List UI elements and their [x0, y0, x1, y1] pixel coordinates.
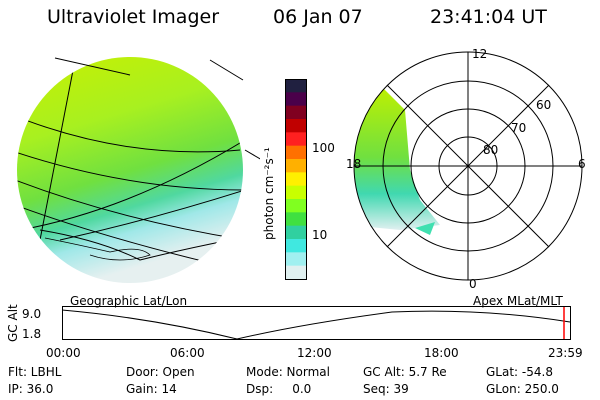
mode-info: Mode: Normal — [246, 365, 330, 379]
polar-aurora — [354, 85, 440, 230]
app-title: Ultraviolet Imager — [47, 6, 220, 28]
colorbar-stripe — [285, 105, 307, 120]
colorbar-tick-100: 100 — [312, 141, 335, 155]
colorbar-tick-10: 10 — [312, 228, 328, 242]
glon-info: GLon: 250.0 — [486, 382, 559, 396]
mlt-label-0: 0 — [469, 277, 477, 291]
door-info: Door: Open — [126, 365, 195, 379]
altitude-xtick-3: 18:00 — [424, 346, 459, 360]
mlt-label-12: 12 — [472, 47, 488, 61]
lat-label-70: 70 — [511, 121, 527, 135]
colorbar — [285, 79, 307, 280]
date-label: 06 Jan 07 — [273, 6, 363, 28]
polar-panel-label: Apex MLat/MLT — [473, 294, 563, 308]
colorbar-stripe — [285, 252, 307, 267]
colorbar-stripe — [285, 212, 307, 227]
colorbar-stripe — [285, 79, 307, 93]
colorbar-stripe — [285, 132, 307, 147]
colorbar-label: photon cm⁻²s⁻¹ — [262, 147, 276, 240]
mlt-label-6: 6 — [578, 157, 586, 171]
colorbar-stripe — [285, 225, 307, 240]
colorbar-stripe — [285, 185, 307, 200]
colorbar-stripe — [285, 145, 307, 160]
altitude-ylabel: GC Alt — [6, 304, 20, 342]
dsp-info: Dsp: 0.0 — [246, 382, 312, 396]
colorbar-stripe — [285, 119, 307, 133]
lat-label-60: 60 — [536, 98, 552, 112]
altitude-curve — [62, 309, 571, 340]
altitude-xtick-4: 23:59 — [548, 346, 583, 360]
filter-info: Flt: LBHL — [8, 365, 62, 379]
colorbar-stripe — [285, 239, 307, 253]
ip-info: IP: 36.0 — [8, 382, 54, 396]
altitude-xtick-1: 06:00 — [170, 346, 205, 360]
lon-line — [39, 59, 76, 241]
altitude-xtick-0: 00:00 — [46, 346, 81, 360]
colorbar-stripe — [285, 92, 307, 107]
gain-info: Gain: 14 — [126, 382, 177, 396]
lat-label-80: 80 — [483, 143, 499, 157]
colorbar-stripe — [285, 172, 307, 187]
altitude-xtick-2: 12:00 — [297, 346, 332, 360]
colorbar-stripe — [285, 265, 307, 280]
colorbar-stripe — [285, 159, 307, 173]
geographic-image — [17, 57, 260, 283]
mlt-label-18: 18 — [346, 157, 362, 171]
geo-disc — [17, 57, 243, 283]
gc-alt-info: GC Alt: 5.7 Re — [363, 365, 447, 379]
glat-info: GLat: -54.8 — [486, 365, 553, 379]
time-label: 23:41:04 UT — [430, 6, 547, 28]
altitude-ytick-max: 9.0 — [22, 307, 42, 321]
altitude-ytick-min: 1.8 — [22, 327, 42, 341]
altitude-plot — [62, 306, 571, 340]
colorbar-stripe — [285, 199, 307, 213]
seq-info: Seq: 39 — [363, 382, 409, 396]
geographic-panel-label: Geographic Lat/Lon — [70, 294, 188, 308]
polar-plot — [353, 51, 583, 281]
